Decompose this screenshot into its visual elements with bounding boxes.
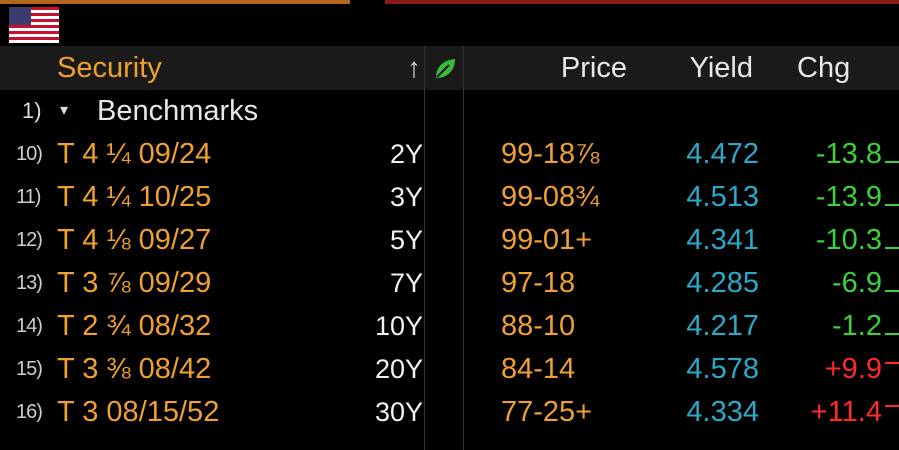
sparkline-tick	[885, 362, 899, 364]
table-row[interactable]: 15) T 3 ⅜ 08/42 20Y 84-14 4.578 +9.9	[0, 348, 899, 391]
tenor-label: 2Y	[389, 139, 423, 169]
row-number: 11)	[16, 186, 41, 208]
row-number: 16)	[16, 401, 43, 423]
leaf-icon[interactable]	[432, 56, 458, 82]
price-value: 99-18⅞	[501, 138, 600, 170]
yield-value: 4.578	[686, 353, 759, 385]
change-value: +11.4	[810, 396, 882, 428]
security-name: T 4 ⅛ 09/27	[57, 224, 212, 256]
column-header-security[interactable]: Security	[57, 52, 162, 84]
row-number: 15)	[16, 358, 43, 380]
table-row[interactable]: 10) T 4 ¼ 09/24 2Y 99-18⅞ 4.472 -13.8	[0, 133, 899, 176]
table-row[interactable]: 14) T 2 ¾ 08/32 10Y 88-10 4.217 -1.2	[0, 305, 899, 348]
sparkline-tick	[885, 247, 899, 249]
yield-value: 4.341	[686, 224, 759, 256]
column-divider	[463, 46, 464, 450]
top-bar-segment-orange	[0, 0, 350, 4]
security-name: T 2 ¾ 08/32	[57, 310, 212, 342]
group-label: Benchmarks	[97, 95, 259, 127]
price-value: 99-08¾	[501, 181, 600, 213]
column-header-yield[interactable]: Yield	[689, 52, 753, 84]
tenor-label: 5Y	[389, 225, 423, 255]
tenor-label: 10Y	[374, 311, 423, 341]
yield-value: 4.285	[686, 267, 759, 299]
collapse-caret-icon[interactable]: ▾	[60, 102, 69, 119]
sparkline-tick	[885, 161, 899, 163]
security-name: T 3 08/15/52	[57, 396, 220, 428]
tenor-label: 3Y	[389, 182, 423, 212]
table-header: Security ↑ Price Yield Chg	[0, 46, 899, 90]
column-divider	[424, 46, 425, 450]
row-number: 10)	[16, 143, 43, 165]
sparkline-tick	[885, 204, 899, 206]
group-number: 1)	[22, 98, 42, 123]
security-name: T 3 ⅜ 08/42	[57, 353, 212, 385]
sort-ascending-icon[interactable]: ↑	[407, 52, 421, 83]
price-value: 77-25+	[501, 396, 593, 428]
table-row[interactable]: 11) T 4 ¼ 10/25 3Y 99-08¾ 4.513 -13.9	[0, 176, 899, 219]
price-value: 99-01+	[501, 224, 593, 256]
security-name: T 4 ¼ 09/24	[57, 138, 212, 170]
price-value: 84-14	[501, 353, 576, 385]
sparkline-tick	[885, 405, 899, 407]
change-value: +9.9	[824, 353, 882, 385]
tenor-label: 30Y	[374, 397, 423, 427]
change-value: -13.8	[815, 138, 882, 170]
top-bar-segment-red	[385, 0, 899, 4]
top-status-bar	[0, 0, 899, 6]
yield-value: 4.513	[686, 181, 759, 213]
tenor-label: 7Y	[389, 268, 423, 298]
price-value: 88-10	[501, 310, 576, 342]
row-number: 14)	[16, 315, 43, 337]
table-row[interactable]: 13) T 3 ⅞ 09/29 7Y 97-18 4.285 -6.9	[0, 262, 899, 305]
security-name: T 4 ¼ 10/25	[57, 181, 212, 213]
security-name: T 3 ⅞ 09/29	[57, 267, 212, 299]
row-number: 13)	[16, 272, 43, 294]
change-value: -1.2	[832, 310, 882, 342]
us-flag-icon[interactable]	[9, 7, 59, 43]
change-value: -6.9	[832, 267, 882, 299]
yield-value: 4.472	[686, 138, 759, 170]
group-row-benchmarks[interactable]: 1) ▾ Benchmarks	[0, 90, 899, 132]
sparkline-tick	[885, 333, 899, 335]
change-value: -13.9	[815, 181, 882, 213]
change-value: -10.3	[815, 224, 882, 256]
yield-value: 4.334	[686, 396, 759, 428]
yield-value: 4.217	[686, 310, 759, 342]
table-row[interactable]: 16) T 3 08/15/52 30Y 77-25+ 4.334 +11.4	[0, 391, 899, 434]
tenor-label: 20Y	[374, 354, 423, 384]
table-row[interactable]: 12) T 4 ⅛ 09/27 5Y 99-01+ 4.341 -10.3	[0, 219, 899, 262]
sparkline-tick	[885, 290, 899, 292]
column-header-price[interactable]: Price	[560, 52, 627, 84]
column-header-chg[interactable]: Chg	[797, 52, 851, 84]
price-value: 97-18	[501, 267, 576, 299]
row-number: 12)	[16, 229, 43, 251]
